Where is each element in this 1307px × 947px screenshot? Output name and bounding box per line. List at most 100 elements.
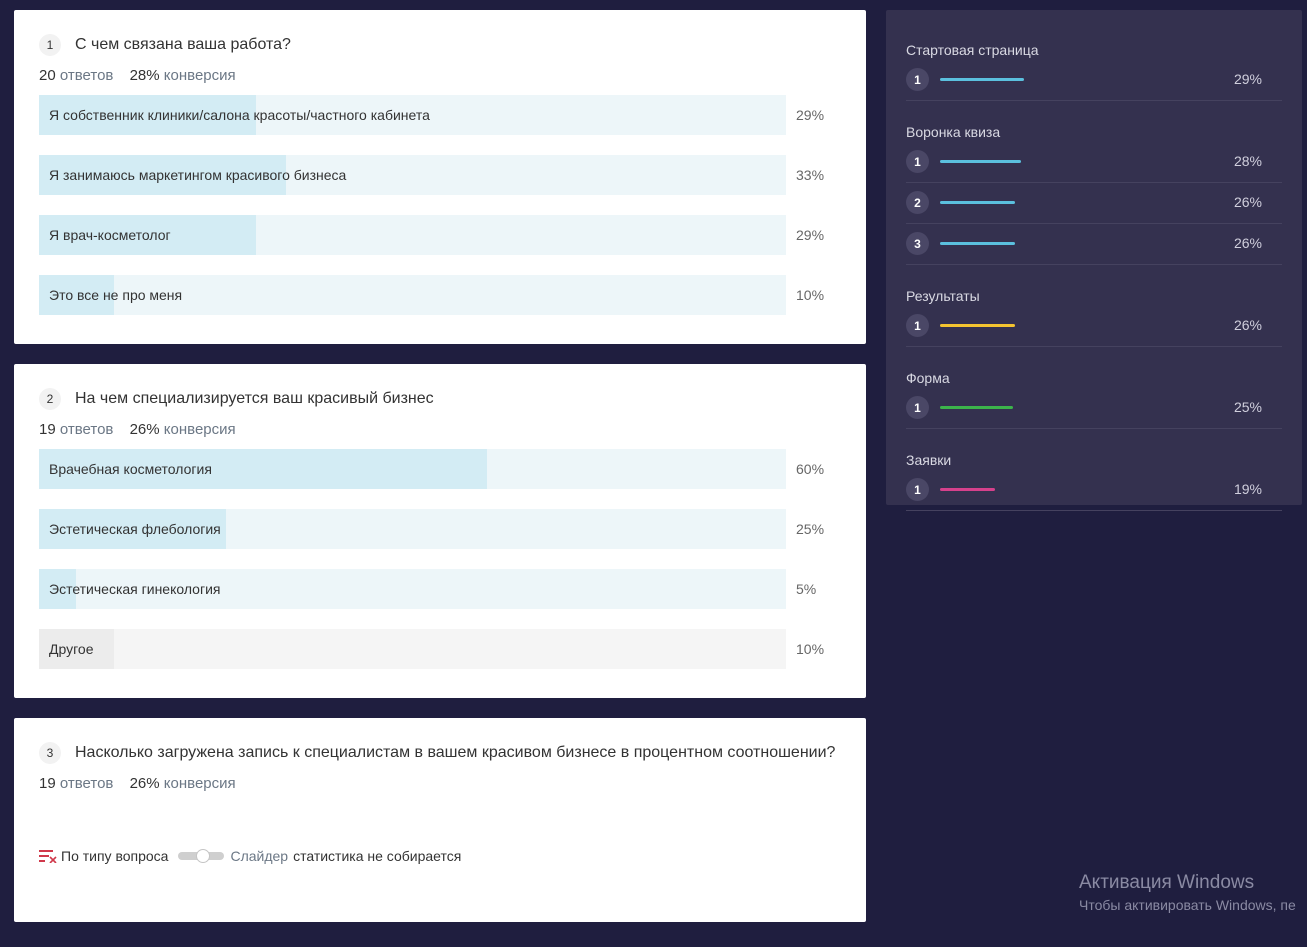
answer-bar-fill [39, 509, 226, 549]
responses-label: ответов [59, 775, 114, 792]
responses-count: 20 [39, 67, 56, 84]
conversion-label: конверсия [163, 421, 236, 438]
slider-type-icon [178, 849, 225, 863]
answer-percent: 29% [796, 107, 825, 123]
funnel-row: 1 26% [906, 306, 1282, 347]
answer-label: Я занимаюсь маркетингом красивого бизнес… [49, 167, 347, 183]
question-stats: 19 ответов 26% конверсия [39, 775, 841, 795]
slider-stats-note: По типу вопроса Слайдер статистика не со… [39, 848, 461, 864]
funnel-percent: 19% [1233, 481, 1262, 497]
answer-percent: 33% [796, 167, 825, 183]
funnel-bar [940, 160, 1021, 163]
answer-label: Я врач-косметолог [49, 227, 171, 243]
answers-list: Врачебная косметология 60% Эстетическая … [39, 449, 841, 669]
funnel-percent: 28% [1233, 153, 1262, 169]
funnel-percent: 25% [1233, 399, 1262, 415]
question-header: 1 С чем связана ваша работа? [39, 34, 841, 56]
answer-percent: 25% [796, 521, 825, 537]
question-stats: 19 ответов 26% конверсия [39, 421, 841, 441]
question-type-name: Слайдер [230, 848, 289, 864]
answers-list: Я собственник клиники/салона красоты/час… [39, 95, 841, 315]
answer-label: Эстетическая флебология [49, 521, 221, 537]
stats-not-collected-text: статистика не собирается [293, 848, 462, 864]
question-card-2: 2 На чем специализируется ваш красивый б… [14, 364, 866, 698]
answer-bar-fill [39, 275, 114, 315]
answer-bar-track [39, 629, 786, 669]
question-title: Насколько загружена запись к специалиста… [75, 744, 836, 761]
funnel-bar [940, 488, 995, 491]
answer-percent: 60% [796, 461, 825, 477]
question-stats: 20 ответов 28% конверсия [39, 67, 841, 87]
conversion-label: конверсия [163, 775, 236, 792]
windows-activation-subtitle: Чтобы активировать Windows, пе [1079, 897, 1296, 913]
answer-percent: 5% [796, 581, 817, 597]
funnel-percent: 26% [1233, 235, 1262, 251]
funnel-step-number: 1 [906, 68, 929, 91]
question-header: 3 Насколько загружена запись к специалис… [39, 742, 841, 764]
answer-label: Другое [49, 641, 94, 657]
question-title: На чем специализируется ваш красивый биз… [75, 390, 434, 407]
answer-row: Это все не про меня 10% [39, 275, 841, 315]
funnel-step-number: 3 [906, 232, 929, 255]
by-type-label: По типу вопроса [61, 848, 169, 864]
answer-bar-fill [39, 155, 286, 195]
funnel-section-title: Форма [906, 370, 950, 386]
answer-label: Врачебная косметология [49, 461, 212, 477]
funnel-row: 3 26% [906, 224, 1282, 265]
answer-row: Я собственник клиники/салона красоты/час… [39, 95, 841, 135]
answer-percent: 29% [796, 227, 825, 243]
question-card-1: 1 С чем связана ваша работа? 20 ответов … [14, 10, 866, 344]
funnel-bar [940, 201, 1015, 204]
funnel-section-title: Результаты [906, 288, 980, 304]
answer-bar-track [39, 569, 786, 609]
answer-row: Эстетическая флебология 25% [39, 509, 841, 549]
question-card-3: 3 Насколько загружена запись к специалис… [14, 718, 866, 922]
funnel-section-title: Заявки [906, 452, 952, 468]
answer-percent: 10% [796, 287, 825, 303]
responses-count: 19 [39, 775, 56, 792]
funnel-bar [940, 324, 1015, 327]
answer-bar-fill [39, 449, 487, 489]
funnel-step-number: 1 [906, 314, 929, 337]
answer-row: Я врач-косметолог 29% [39, 215, 841, 255]
responses-label: ответов [59, 67, 114, 84]
funnel-row: 1 28% [906, 142, 1282, 183]
funnel-panel: Стартовая страница 1 29% Воронка квиза 1… [886, 10, 1302, 511]
conversion-value: 28% [129, 67, 160, 84]
funnel-bar [940, 78, 1024, 81]
funnel-step-number: 1 [906, 396, 929, 419]
responses-label: ответов [59, 421, 114, 438]
question-number: 1 [39, 34, 61, 56]
question-title: С чем связана ваша работа? [75, 36, 291, 53]
funnel-section-title: Воронка квиза [906, 124, 1001, 140]
funnel-row: 1 29% [906, 60, 1282, 101]
answer-label: Эстетическая гинекология [49, 581, 221, 597]
answer-row: Я занимаюсь маркетингом красивого бизнес… [39, 155, 841, 195]
funnel-percent: 26% [1233, 194, 1262, 210]
answer-label: Это все не про меня [49, 287, 183, 303]
funnel-row: 1 25% [906, 388, 1282, 429]
funnel-section-title: Стартовая страница [906, 42, 1039, 58]
answer-label: Я собственник клиники/салона красоты/час… [49, 107, 430, 123]
conversion-value: 26% [129, 421, 160, 438]
funnel-row: 1 19% [906, 470, 1282, 511]
funnel-bar [940, 242, 1015, 245]
funnel-step-number: 1 [906, 150, 929, 173]
windows-activation-title: Активация Windows [1079, 872, 1255, 893]
responses-count: 19 [39, 421, 56, 438]
answer-bar-fill [39, 95, 256, 135]
answer-row: Другое 10% [39, 629, 841, 669]
answer-row: Врачебная косметология 60% [39, 449, 841, 489]
answer-bar-fill [39, 569, 76, 609]
answer-percent: 10% [796, 641, 825, 657]
conversion-label: конверсия [163, 67, 236, 84]
question-number: 2 [39, 388, 61, 410]
answer-bar-fill [39, 215, 256, 255]
answer-row: Эстетическая гинекология 5% [39, 569, 841, 609]
funnel-step-number: 2 [906, 191, 929, 214]
answer-bar-fill [39, 629, 114, 669]
filter-icon [39, 850, 57, 863]
funnel-row: 2 26% [906, 183, 1282, 224]
question-number: 3 [39, 742, 61, 764]
conversion-value: 26% [129, 775, 160, 792]
